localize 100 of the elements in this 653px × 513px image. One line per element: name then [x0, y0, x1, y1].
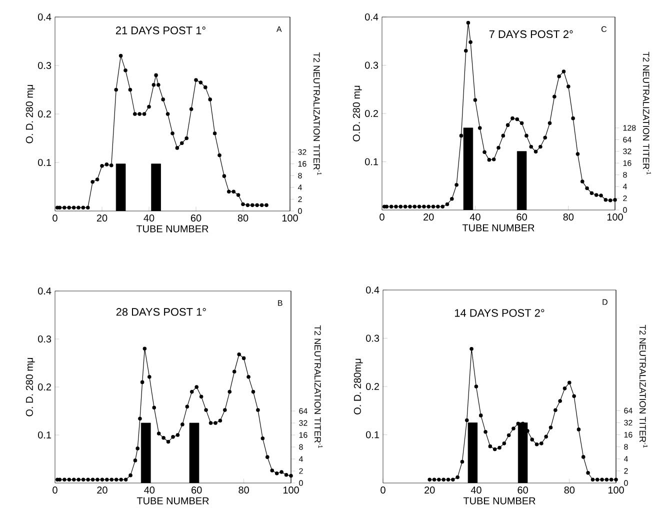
text: 7 DAYS POST 2°: [489, 30, 573, 38]
point: [198, 80, 203, 84]
point: [478, 414, 483, 418]
point: [562, 386, 567, 390]
point: [437, 478, 441, 482]
point: [222, 174, 226, 178]
point: [408, 204, 412, 209]
point: [266, 455, 270, 459]
point: [180, 422, 184, 426]
point: [501, 134, 506, 138]
point: [148, 375, 152, 379]
point: [223, 408, 227, 412]
point: [62, 206, 66, 210]
point: [161, 98, 165, 102]
point: [557, 74, 561, 78]
point: [445, 202, 450, 206]
text: 21 DAYS POST 1°: [116, 26, 206, 34]
x-axis-title: TUBE NUMBER: [463, 497, 536, 504]
point: [538, 144, 542, 149]
point: [470, 346, 474, 351]
x-tick-label: 0: [52, 486, 58, 494]
point: [90, 478, 95, 482]
x-tick-label: 100: [282, 214, 298, 222]
point: [608, 198, 612, 202]
point: [114, 88, 118, 92]
point: [442, 478, 446, 482]
point: [498, 446, 502, 450]
point: [199, 394, 204, 398]
point: [576, 152, 580, 156]
y-tick-label: 0.1: [365, 158, 378, 166]
point: [487, 158, 492, 162]
point: [466, 20, 470, 25]
point: [284, 472, 288, 477]
y-tick-label: 0.1: [366, 431, 380, 438]
point: [260, 436, 265, 440]
point: [81, 478, 86, 482]
point: [468, 40, 472, 44]
y-axis-title: O.D. 280 mμ: [352, 86, 362, 142]
point: [86, 206, 90, 210]
point: [138, 112, 142, 116]
point: [133, 112, 137, 116]
text: 14 DAYS POST 2°: [455, 309, 544, 317]
point: [58, 206, 62, 210]
point: [581, 455, 586, 459]
point: [572, 394, 576, 398]
point: [194, 78, 198, 82]
point: [227, 190, 231, 194]
point: [428, 478, 432, 482]
point: [576, 428, 581, 432]
point: [274, 472, 279, 476]
point: [136, 446, 140, 450]
point: [280, 470, 284, 474]
point: [256, 408, 260, 412]
y-tick-label: 0.4: [38, 287, 52, 295]
point: [255, 203, 259, 208]
point: [496, 146, 500, 150]
x-tick-label: 60: [192, 486, 202, 494]
point: [124, 478, 128, 482]
y-tick-label: 0.2: [38, 110, 51, 118]
x-tick-label: 100: [283, 486, 299, 494]
point: [417, 204, 422, 209]
point: [604, 478, 609, 482]
point: [558, 399, 562, 403]
point: [394, 204, 398, 209]
point: [105, 478, 109, 482]
text: 28 DAYS POST 1°: [116, 308, 206, 316]
point: [208, 98, 212, 102]
point: [119, 478, 123, 482]
x-tick-label: 0: [380, 214, 384, 221]
point: [114, 478, 118, 482]
point: [133, 458, 138, 462]
point: [431, 204, 436, 209]
point: [140, 380, 144, 384]
x-tick-label: 20: [97, 486, 108, 494]
point: [464, 418, 469, 422]
point: [171, 435, 175, 439]
point: [228, 390, 232, 394]
y-tick-label: 0.2: [38, 383, 51, 391]
point: [128, 473, 132, 478]
point: [166, 440, 170, 444]
point: [552, 94, 556, 99]
point: [62, 478, 66, 482]
point: [251, 390, 256, 394]
y-tick-label: 0.3: [38, 62, 52, 70]
point: [473, 98, 478, 102]
point: [100, 164, 104, 168]
point: [464, 48, 468, 53]
point: [609, 478, 614, 482]
x-tick-label: 60: [190, 214, 202, 222]
y-tick-label: 0.2: [366, 382, 379, 390]
point: [524, 134, 528, 138]
point: [389, 204, 394, 209]
point: [454, 183, 458, 187]
y-tick-label: 0.1: [38, 431, 51, 439]
y-axis-title: O. D. 280mμ: [354, 358, 363, 414]
x-tick-label: 80: [564, 486, 575, 494]
x-tick-label: 40: [144, 214, 154, 222]
point: [585, 186, 589, 190]
point: [604, 198, 608, 202]
point: [412, 204, 417, 209]
